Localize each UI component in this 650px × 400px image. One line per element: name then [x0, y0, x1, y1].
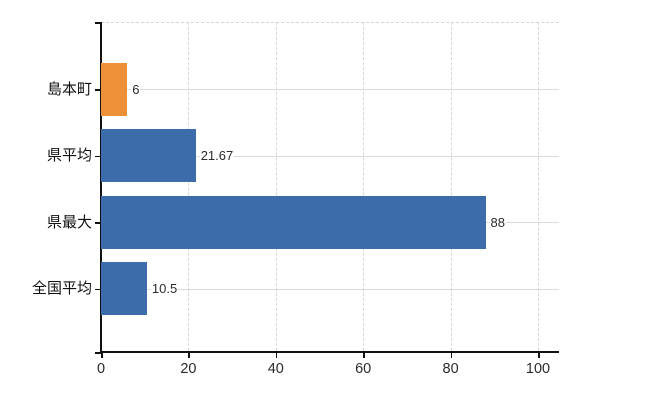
x-axis-line	[100, 351, 559, 353]
x-tick-label: 0	[96, 361, 106, 377]
bar-0	[101, 62, 128, 116]
y-axis-tick	[95, 288, 101, 291]
bar-value-label: 10.5	[150, 281, 179, 297]
bar-3	[101, 262, 147, 316]
gridline-vertical	[188, 22, 190, 351]
category-label: 県平均	[46, 147, 92, 165]
category-label: 県最大	[46, 213, 92, 231]
x-axis-tick	[363, 352, 365, 358]
y-axis-tick	[95, 89, 101, 91]
bar-2	[101, 195, 486, 249]
x-tick-label: 20	[180, 361, 197, 377]
x-axis-tick	[188, 352, 190, 358]
gridline-horizontal	[101, 89, 559, 90]
gridline-vertical	[450, 22, 452, 351]
y-axis-line	[100, 22, 102, 352]
y-axis-tick	[95, 155, 101, 158]
category-label: 島本町	[46, 80, 92, 98]
category-label: 全国平均	[31, 280, 92, 298]
x-tick-label: 80	[442, 361, 459, 377]
x-axis-tick	[275, 352, 278, 358]
bar-1	[101, 129, 196, 183]
x-tick-label: 100	[525, 361, 551, 377]
x-tick-label: 60	[355, 361, 372, 377]
x-tick-label: 40	[267, 361, 284, 377]
y-axis-tick	[95, 222, 101, 224]
y-axis-tick	[95, 352, 101, 354]
x-axis-tick	[538, 352, 540, 358]
gridline-horizontal	[101, 288, 559, 290]
gridline-vertical	[538, 22, 539, 351]
gridline-horizontal	[101, 155, 559, 157]
y-axis-tick	[95, 22, 101, 24]
bar-value-label: 6	[131, 81, 141, 97]
plot-top-border	[101, 22, 559, 23]
gridline-vertical	[275, 22, 277, 351]
x-axis-tick	[450, 352, 453, 358]
x-axis-tick	[101, 352, 103, 358]
bar-value-label: 88	[489, 214, 507, 230]
bar-value-label: 21.67	[199, 148, 235, 164]
gridline-vertical	[363, 22, 365, 351]
